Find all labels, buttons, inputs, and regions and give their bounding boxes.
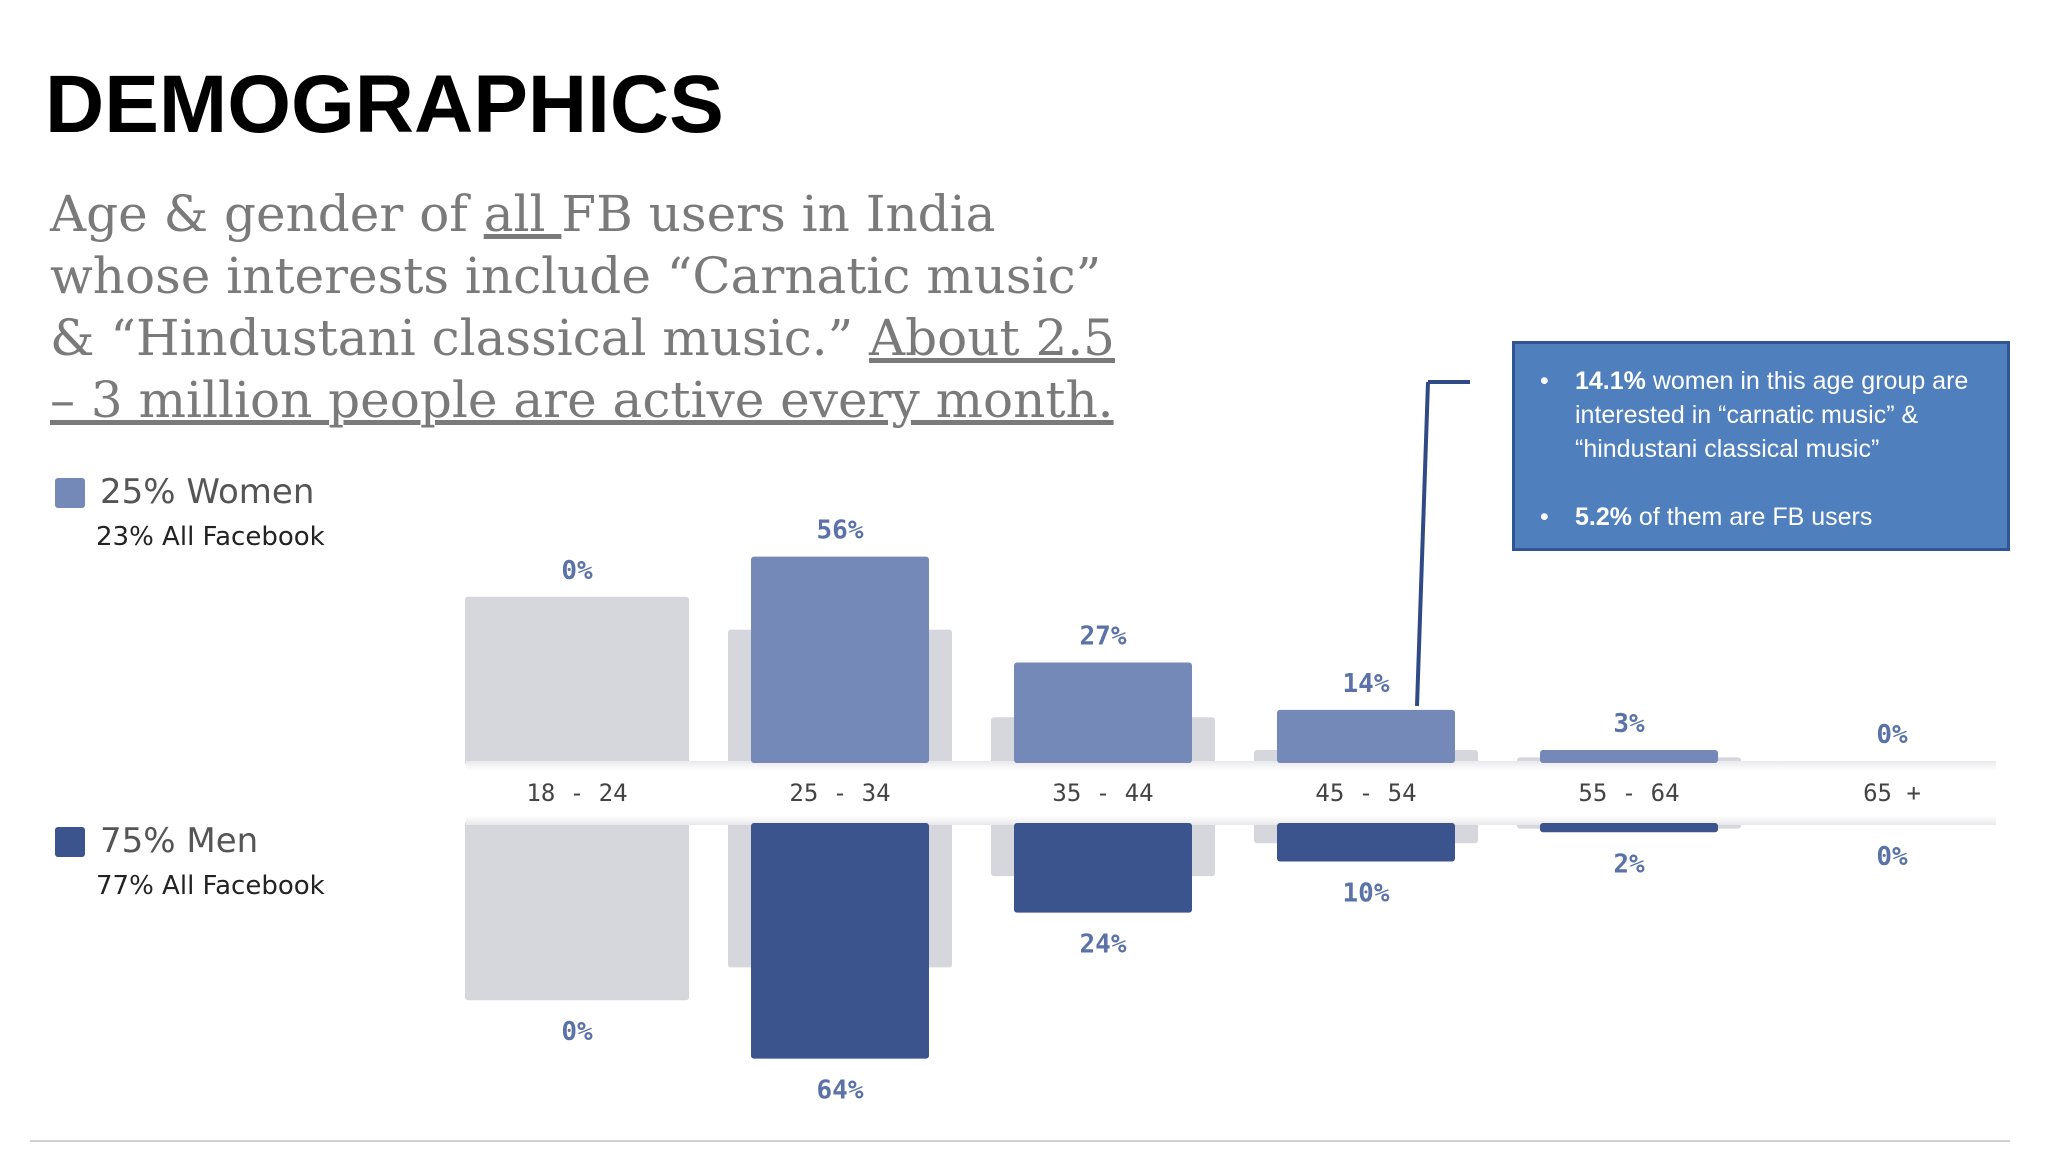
callout-connector (1415, 381, 1430, 707)
women-all-facebook-label: 23% All Facebook (96, 522, 325, 552)
men-value-label-65: 0% (1876, 842, 1908, 872)
age-tick-label-55-64: 55 - 64 (1578, 779, 1679, 807)
age-tick-label-35-44: 35 - 44 (1052, 779, 1153, 807)
callout-box: • 14.1% women in this age group are inte… (1512, 341, 2010, 551)
age-tick-label-25-34: 25 - 34 (789, 779, 890, 807)
women-legend-label: 25% Women (100, 472, 315, 512)
callout-women-text: women in this age group are interested i… (1575, 367, 1969, 463)
men-value-label-18-24: 0% (561, 1017, 593, 1047)
men-bar-45-54 (1277, 823, 1455, 862)
callout-item-women-interest: • 14.1% women in this age group are inte… (1535, 364, 1987, 466)
subtitle-part-3: FB users in India whose interests includ… (50, 185, 1102, 367)
all-facebook-men-bar-18-24 (465, 821, 689, 1001)
women-legend-swatch (55, 478, 85, 508)
men-value-label-45-54: 10% (1343, 879, 1390, 909)
women-bar-25-34 (751, 556, 929, 763)
callout-fb-percent: 5.2% (1575, 503, 1632, 531)
age-axis-band (466, 761, 1996, 825)
women-bar-35-44 (1014, 662, 1192, 763)
subtitle-part-1: Age & gender of (50, 185, 484, 243)
callout-women-percent: 14.1% (1575, 367, 1646, 395)
women-value-label-25-34: 56% (817, 516, 864, 546)
slide-subtitle: Age & gender of all FB users in India wh… (50, 183, 1150, 431)
men-bar-55-64 (1540, 823, 1718, 833)
callout-item-fb-users: • 5.2% of them are FB users (1535, 500, 1987, 534)
callout-fb-text: of them are FB users (1631, 503, 1873, 531)
bullet-icon: • (1540, 503, 1549, 531)
age-tick-label-18-24: 18 - 24 (526, 779, 627, 807)
women-bar-45-54 (1277, 709, 1455, 763)
men-bar-35-44 (1014, 823, 1192, 913)
age-tick-label-45-54: 45 - 54 (1315, 779, 1416, 807)
subtitle-part-2: all (483, 185, 562, 243)
men-all-facebook-label: 77% All Facebook (96, 871, 325, 901)
women-value-label-45-54: 14% (1343, 669, 1390, 699)
footer-divider (30, 1140, 2010, 1142)
women-value-label-35-44: 27% (1080, 621, 1127, 651)
men-bar-25-34 (751, 823, 929, 1059)
men-legend-swatch (55, 827, 85, 857)
bullet-icon: • (1540, 367, 1549, 395)
women-bar-55-64 (1540, 750, 1718, 763)
men-legend-label: 75% Men (100, 821, 259, 861)
men-value-label-35-44: 24% (1080, 930, 1127, 960)
women-value-label-65: 0% (1876, 720, 1908, 750)
women-value-label-55-64: 3% (1613, 709, 1645, 739)
subtitle-part-4: About 2.5 – 3 million people are active … (50, 309, 1115, 429)
women-value-label-18-24: 0% (561, 556, 593, 586)
all-facebook-women-bar-18-24 (465, 596, 689, 765)
slide-title: DEMOGRAPHICS (45, 59, 724, 150)
men-value-label-25-34: 64% (817, 1076, 864, 1106)
men-value-label-55-64: 2% (1613, 849, 1645, 879)
age-tick-label-65: 65 + (1863, 779, 1921, 807)
